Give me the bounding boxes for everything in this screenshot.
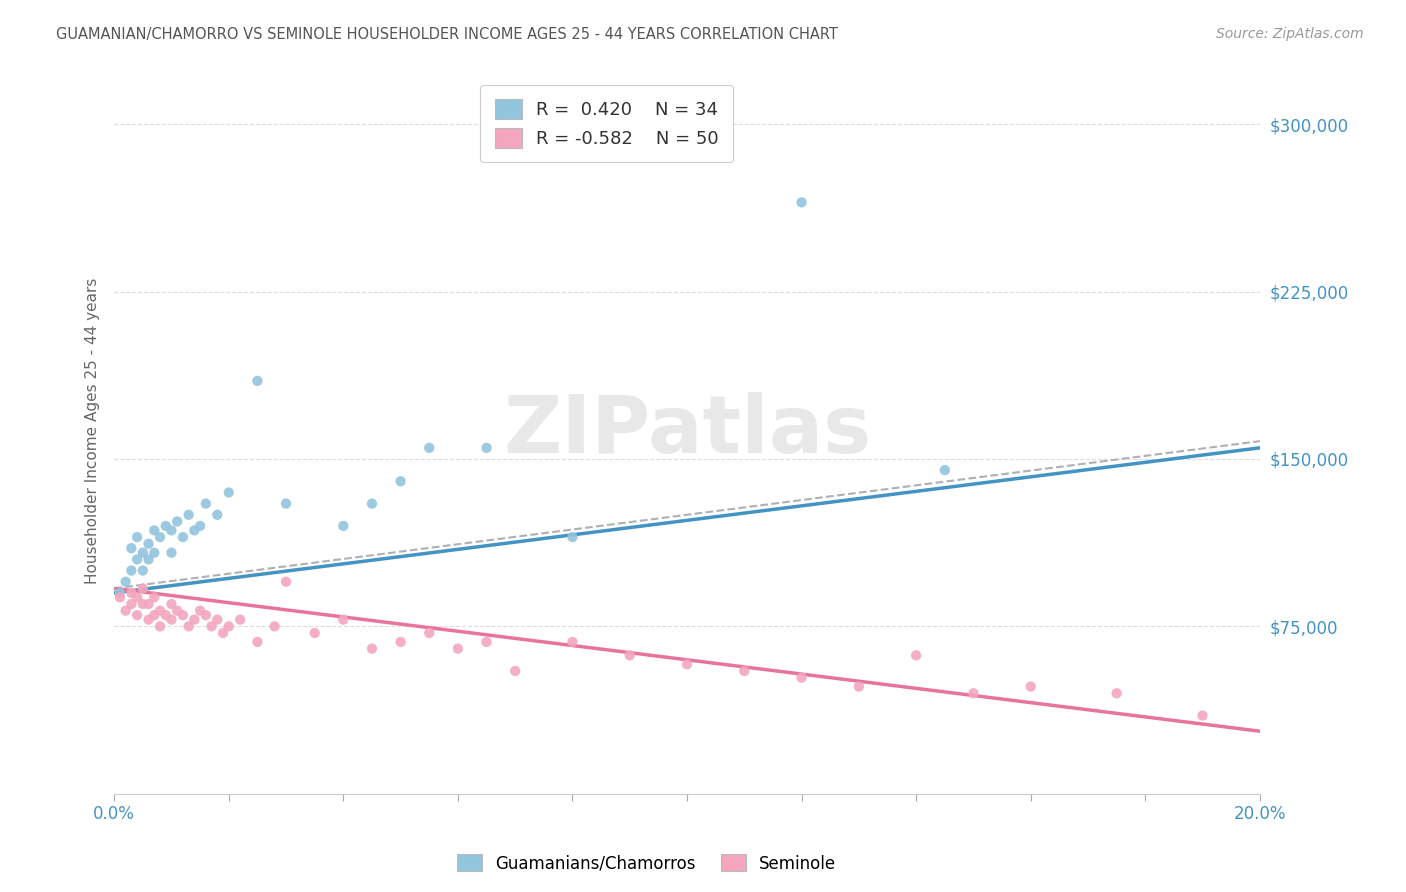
Point: [177, 508, 200, 522]
Point: [332, 519, 354, 533]
Point: [149, 604, 172, 618]
Point: [200, 619, 222, 633]
Point: [194, 608, 217, 623]
Point: [389, 475, 412, 489]
Point: [188, 604, 211, 618]
Point: [194, 497, 217, 511]
Point: [160, 524, 183, 538]
Point: [183, 613, 205, 627]
Point: [166, 604, 188, 618]
Point: [183, 524, 205, 538]
Point: [132, 564, 155, 578]
Point: [160, 613, 183, 627]
Point: [132, 582, 155, 596]
Text: ZIPatlas: ZIPatlas: [503, 392, 872, 470]
Point: [160, 597, 183, 611]
Point: [138, 552, 160, 566]
Point: [790, 195, 813, 210]
Point: [114, 604, 136, 618]
Point: [127, 591, 149, 605]
Point: [332, 613, 354, 627]
Point: [218, 485, 240, 500]
Point: [143, 524, 166, 538]
Point: [389, 635, 412, 649]
Point: [188, 519, 211, 533]
Point: [155, 608, 177, 623]
Point: [447, 641, 470, 656]
Point: [246, 635, 269, 649]
Point: [177, 619, 200, 633]
Point: [274, 574, 297, 589]
Point: [1105, 686, 1128, 700]
Point: [132, 546, 155, 560]
Point: [172, 530, 194, 544]
Point: [120, 597, 142, 611]
Point: [1191, 708, 1213, 723]
Point: [212, 626, 235, 640]
Point: [114, 574, 136, 589]
Point: [475, 635, 498, 649]
Point: [561, 635, 583, 649]
Point: [503, 664, 526, 678]
Point: [246, 374, 269, 388]
Point: [172, 608, 194, 623]
Point: [120, 564, 142, 578]
Point: [138, 537, 160, 551]
Point: [934, 463, 956, 477]
Point: [138, 597, 160, 611]
Point: [120, 586, 142, 600]
Point: [108, 591, 131, 605]
Point: [143, 608, 166, 623]
Point: [143, 591, 166, 605]
Point: [132, 597, 155, 611]
Text: GUAMANIAN/CHAMORRO VS SEMINOLE HOUSEHOLDER INCOME AGES 25 - 44 YEARS CORRELATION: GUAMANIAN/CHAMORRO VS SEMINOLE HOUSEHOLD…: [56, 27, 838, 42]
Point: [418, 441, 440, 455]
Point: [361, 497, 384, 511]
Point: [108, 586, 131, 600]
Point: [166, 515, 188, 529]
Point: [143, 546, 166, 560]
Point: [207, 613, 229, 627]
Point: [790, 671, 813, 685]
Point: [304, 626, 326, 640]
Point: [561, 530, 583, 544]
Point: [218, 619, 240, 633]
Point: [127, 552, 149, 566]
Point: [120, 541, 142, 556]
Point: [619, 648, 641, 663]
Point: [127, 608, 149, 623]
Point: [1019, 680, 1042, 694]
Legend: R =  0.420    N = 34, R = -0.582    N = 50: R = 0.420 N = 34, R = -0.582 N = 50: [481, 85, 734, 162]
Point: [263, 619, 285, 633]
Point: [149, 619, 172, 633]
Point: [207, 508, 229, 522]
Y-axis label: Householder Income Ages 25 - 44 years: Householder Income Ages 25 - 44 years: [86, 278, 100, 584]
Point: [160, 546, 183, 560]
Point: [475, 441, 498, 455]
Legend: Guamanians/Chamorros, Seminole: Guamanians/Chamorros, Seminole: [450, 847, 844, 880]
Point: [733, 664, 755, 678]
Point: [962, 686, 984, 700]
Point: [149, 530, 172, 544]
Text: Source: ZipAtlas.com: Source: ZipAtlas.com: [1216, 27, 1364, 41]
Point: [848, 680, 870, 694]
Point: [418, 626, 440, 640]
Point: [274, 497, 297, 511]
Point: [155, 519, 177, 533]
Point: [361, 641, 384, 656]
Point: [905, 648, 928, 663]
Point: [127, 530, 149, 544]
Point: [229, 613, 252, 627]
Point: [138, 613, 160, 627]
Point: [676, 657, 699, 672]
